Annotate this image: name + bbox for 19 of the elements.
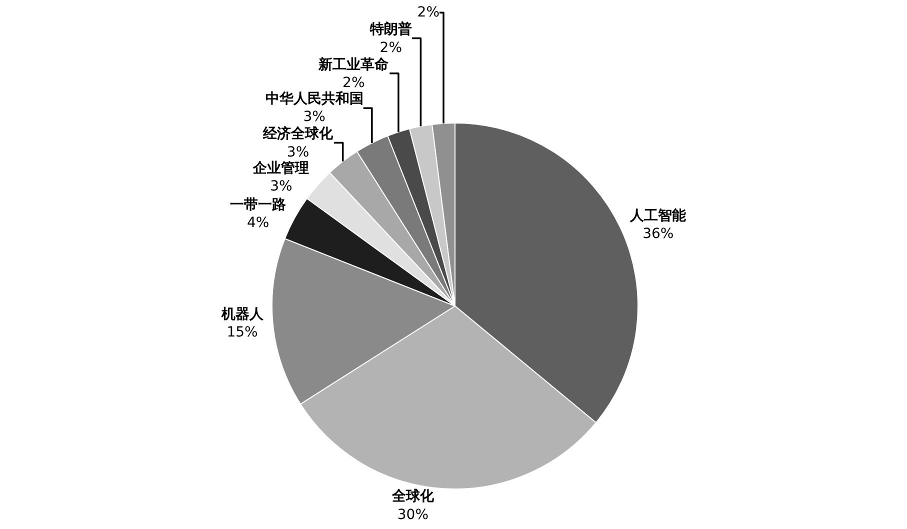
slice-label: 经济全球化 bbox=[262, 125, 334, 142]
slice-label: 特朗普 bbox=[368, 20, 412, 38]
slice-label: 一带一路 bbox=[230, 196, 286, 213]
slice-label: 人工智能 bbox=[629, 208, 688, 224]
data-label: 2% bbox=[417, 4, 440, 21]
data-label: 30% bbox=[397, 506, 429, 523]
data-label: 3% bbox=[270, 178, 292, 195]
data-label: 3% bbox=[286, 144, 310, 160]
slice-label: 新工业革命 bbox=[318, 56, 390, 73]
slice-label: 企业管理 bbox=[252, 160, 310, 176]
data-label: 15% bbox=[226, 324, 258, 340]
slice-label: 中华人民共和国 bbox=[265, 91, 364, 107]
slice-label: 全球化 bbox=[390, 488, 435, 505]
data-label: 4% bbox=[246, 214, 270, 231]
slice-label: 机器人 bbox=[220, 306, 264, 322]
data-label: 3% bbox=[303, 109, 326, 126]
data-label: 2% bbox=[342, 75, 365, 91]
data-label: 36% bbox=[642, 226, 674, 242]
data-label: 2% bbox=[380, 40, 402, 56]
